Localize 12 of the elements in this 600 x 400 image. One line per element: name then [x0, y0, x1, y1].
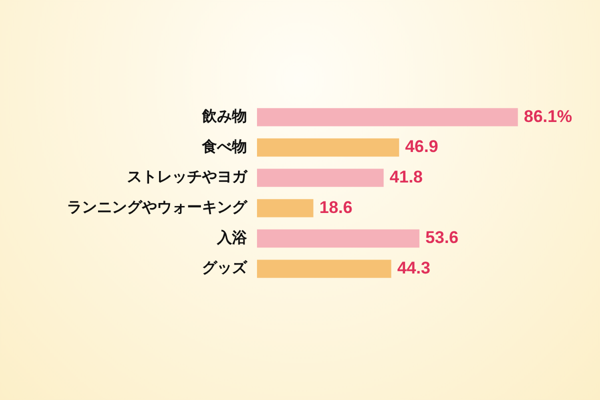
y-tick-label: 飲み物: [201, 107, 247, 126]
data-label: 44.3: [397, 258, 430, 278]
y-tick-label: 食べ物: [201, 137, 247, 156]
y-tick-label: 入浴: [216, 228, 248, 246]
data-label: 41.8: [390, 168, 423, 187]
data-label: 53.6: [425, 228, 458, 248]
data-label: 86.1%: [524, 106, 572, 126]
y-tick-label: グッズ: [202, 258, 248, 277]
y-tick-label: ストレッチやヨガ: [127, 168, 248, 186]
data-label: 46.9: [405, 137, 438, 156]
y-tick-label: ランニングやウォーキング: [67, 198, 248, 216]
data-label: 18.6: [319, 198, 352, 217]
